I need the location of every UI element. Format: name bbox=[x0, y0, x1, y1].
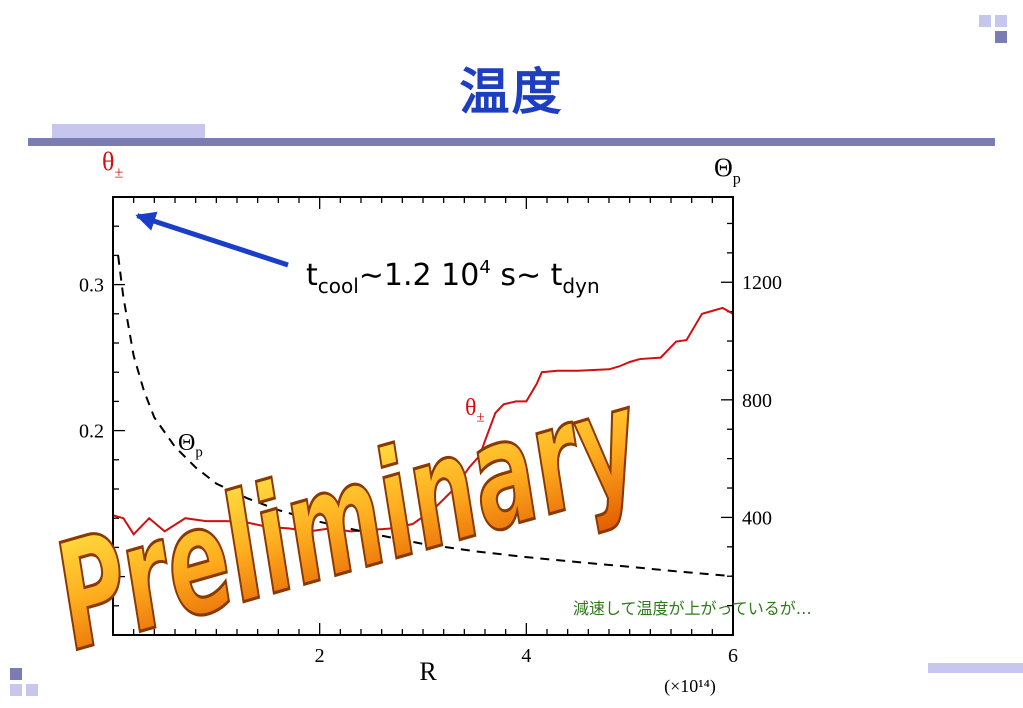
corner-decoration-square bbox=[995, 31, 1007, 43]
y-right-tick-label: 800 bbox=[742, 390, 772, 412]
y-left-axis-label: θ± bbox=[102, 147, 123, 181]
x-tick-label: 6 bbox=[728, 645, 738, 667]
y-right-tick-label: 1200 bbox=[742, 272, 782, 294]
corner-decoration-square bbox=[995, 15, 1007, 27]
annotation-arrow bbox=[135, 211, 289, 268]
y-left-tick-label: 0.2 bbox=[79, 421, 104, 443]
series-line-theta-pm bbox=[112, 306, 734, 536]
corner-decoration-square bbox=[10, 684, 22, 696]
x-tick-label: 2 bbox=[315, 645, 325, 667]
plot-frame bbox=[112, 196, 734, 636]
series-label-theta-pm: θ± bbox=[465, 395, 485, 426]
x-axis-label: R bbox=[419, 657, 437, 686]
x-tick-label: 4 bbox=[521, 645, 531, 667]
corner-decoration-square bbox=[979, 15, 991, 27]
annotation-note: 減速して温度が上がっているが… bbox=[573, 599, 812, 618]
y-left-tick-label: 0.3 bbox=[79, 275, 104, 297]
title-underline-bar bbox=[28, 138, 995, 146]
series-label-Theta-p: Θp bbox=[178, 430, 203, 461]
corner-decoration-square bbox=[26, 684, 38, 696]
title-bar-accent bbox=[52, 124, 205, 138]
corner-decoration-square bbox=[10, 668, 22, 680]
y-right-axis-label: Θp bbox=[714, 153, 741, 187]
annotation-tcool-text: tcool∼1.2 104 s∼ tdyn bbox=[306, 257, 600, 298]
slide-title: 温度 bbox=[459, 63, 564, 121]
x-axis-multiplier: (×10¹⁴) bbox=[664, 676, 716, 697]
series-line-Theta-p bbox=[117, 255, 734, 578]
footer-decoration-bar bbox=[928, 663, 1023, 673]
y-right-tick-label: 400 bbox=[742, 507, 772, 529]
